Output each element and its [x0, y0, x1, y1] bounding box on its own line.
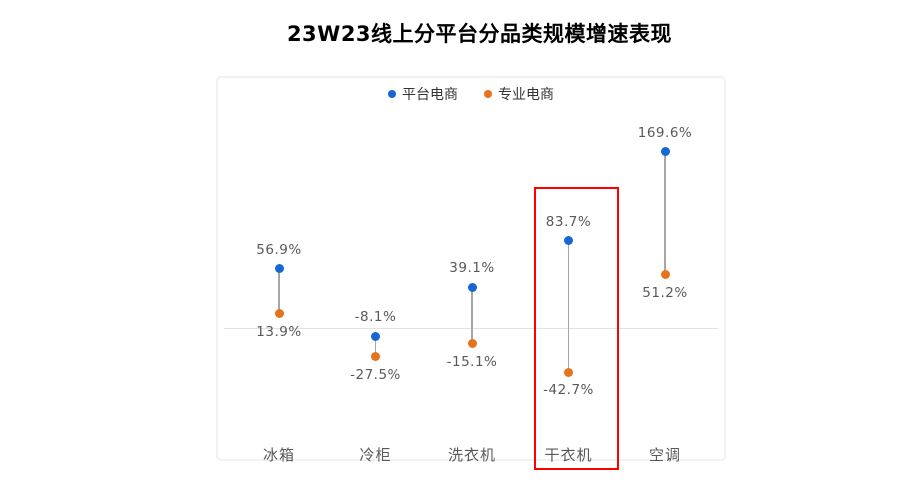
category-label-冰箱: 冰箱	[262, 446, 296, 464]
plot-area: 平台电商 专业电商 56.9% 13.9% 冰箱 -8.1% -27.5% 冷柜 39.1%…	[216, 76, 726, 470]
platform-value-label-冷柜: -8.1%	[354, 309, 397, 326]
professional-value-label-冰箱: 13.9%	[256, 323, 302, 340]
legend: 平台电商 专业电商	[218, 85, 724, 103]
legend-label-platform: 平台电商	[402, 87, 458, 103]
category-label-洗衣机: 洗衣机	[447, 446, 497, 464]
platform-dot-洗衣机	[467, 282, 477, 292]
professional-value-label-洗衣机: -15.1%	[446, 353, 498, 370]
platform-dot-空调	[660, 147, 670, 157]
professional-dot-空调	[660, 270, 670, 280]
chart-title: 23W23线上分平台分品类规模增速表现	[286, 22, 673, 46]
legend-item-professional: 专业电商	[484, 84, 554, 104]
category-label-空调: 空调	[648, 446, 682, 464]
connector-line	[278, 268, 280, 314]
professional-dot-干衣机	[564, 367, 573, 377]
professional-dot-洗衣机	[467, 339, 477, 349]
professional-value-label-空调: 51.2%	[642, 284, 688, 301]
legend-bullet-professional-icon	[484, 90, 492, 98]
platform-value-label-冰箱: 56.9%	[256, 241, 302, 258]
platform-dot-冰箱	[274, 264, 284, 274]
connector-line	[471, 287, 473, 344]
legend-item-platform: 平台电商	[388, 84, 458, 104]
professional-value-label-干衣机: -42.7%	[543, 382, 594, 399]
platform-value-label-洗衣机: 39.1%	[449, 260, 495, 277]
zero-gridline	[224, 328, 718, 329]
professional-value-label-冷柜: -27.5%	[350, 366, 401, 383]
professional-dot-冰箱	[274, 309, 284, 319]
category-label-干衣机: 干衣机	[544, 446, 593, 464]
legend-bullet-platform-icon	[388, 90, 396, 98]
category-label-冷柜: 冷柜	[359, 446, 392, 464]
platform-dot-冷柜	[371, 331, 380, 341]
connector-line	[664, 151, 666, 275]
professional-dot-冷柜	[371, 352, 380, 362]
platform-value-label-空调: 169.6%	[637, 124, 693, 141]
highlight-box	[534, 187, 619, 470]
platform-dot-干衣机	[564, 236, 573, 246]
connector-line	[374, 336, 377, 357]
platform-value-label-干衣机: 83.7%	[545, 213, 592, 230]
legend-label-professional: 专业电商	[498, 87, 554, 103]
connector-line	[567, 240, 570, 373]
